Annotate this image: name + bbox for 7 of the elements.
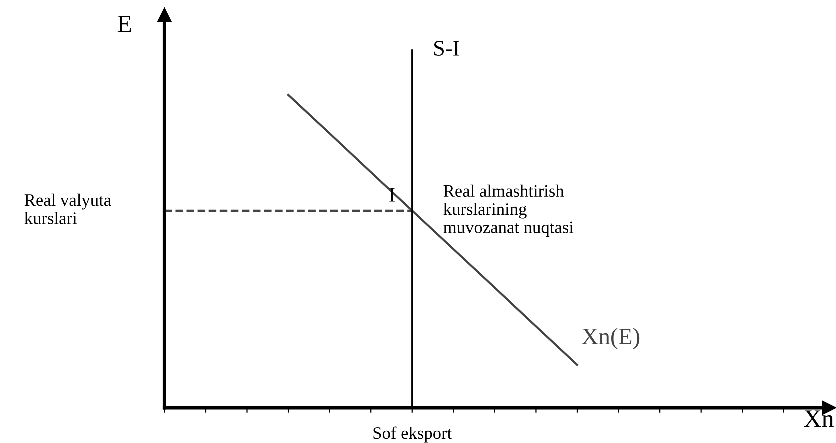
y-axis-title: E [118, 16, 132, 32]
annotation: Real almashtirish kurslarining muvozanat nuqtasi [444, 184, 574, 237]
x-axis-title: Xn [804, 410, 834, 428]
text: S-I [434, 41, 460, 56]
text: Sof eksport [374, 426, 452, 443]
series-label: Xn(E) [582, 328, 640, 350]
text: Real valyuta kurslari [24, 194, 112, 224]
